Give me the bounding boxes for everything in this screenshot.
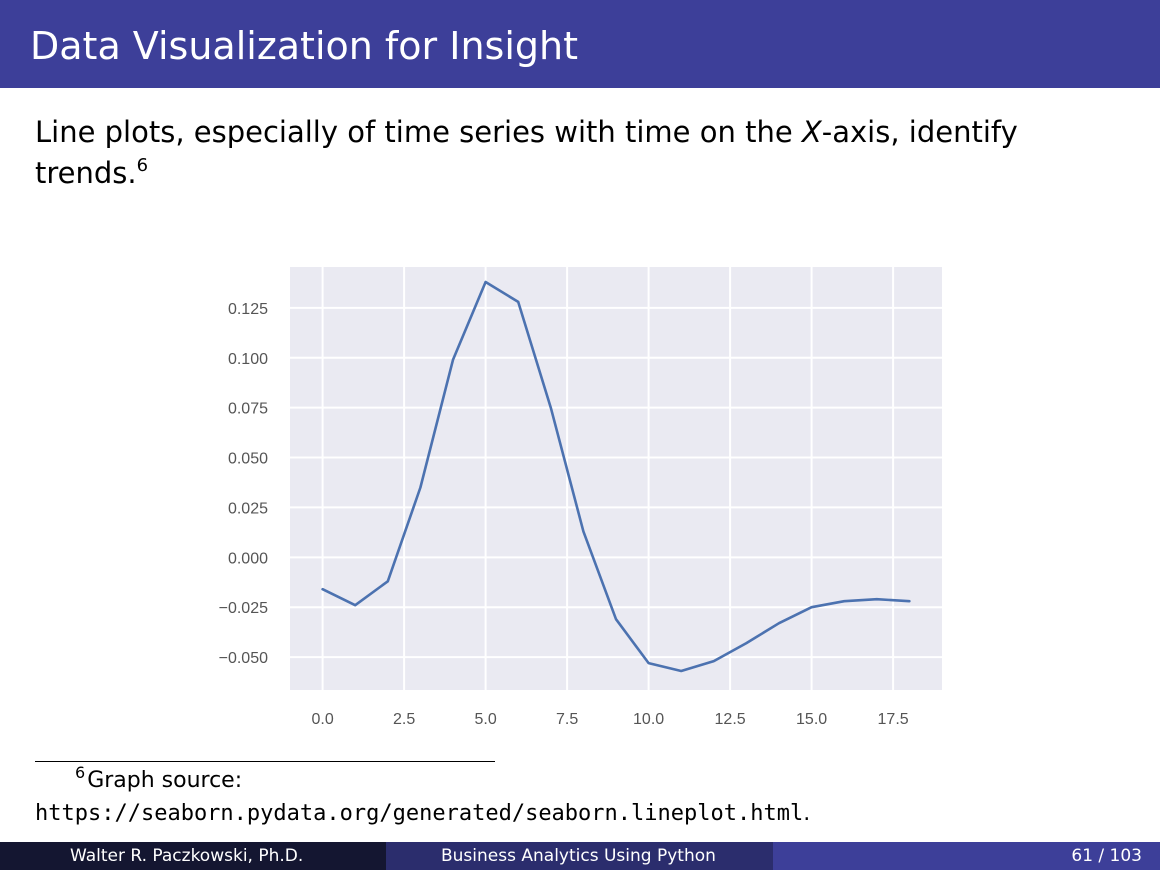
footer-page-segment: 61 / 103 — [773, 842, 1160, 870]
y-tick-labels: −0.050 −0.025 0.000 0.025 0.050 0.075 0.100 0.1… — [219, 301, 268, 667]
y-tick-label: 0.100 — [228, 351, 268, 368]
y-tick-label: 0.050 — [228, 451, 268, 468]
body-axis-variable: X — [801, 115, 822, 149]
y-tick-label: −0.050 — [219, 650, 268, 667]
y-gridlines — [290, 306, 942, 659]
footer-author-segment: Walter R. Paczkowski, Ph.D. — [0, 842, 386, 870]
body-text-part-2: -axis, identify trends. — [35, 115, 1018, 190]
y-tick-label: 0.000 — [228, 550, 268, 567]
series-line — [321, 280, 911, 673]
y-tick-label: 0.075 — [228, 401, 268, 418]
x-tick-label: 2.5 — [393, 711, 415, 728]
x-tick-label: 0.0 — [311, 711, 333, 728]
x-tick-label: 5.0 — [474, 711, 496, 728]
slide-footer: Walter R. Paczkowski, Ph.D. Business Ana… — [0, 842, 1160, 870]
footnote-period: . — [803, 801, 811, 826]
plot-area — [290, 267, 942, 690]
x-tick-label: 12.5 — [715, 711, 746, 728]
x-tick-label: 7.5 — [556, 711, 578, 728]
x-tick-label: 10.0 — [633, 711, 664, 728]
footer-course: Business Analytics Using Python — [441, 846, 716, 866]
x-tick-label: 17.5 — [878, 711, 909, 728]
footer-author: Walter R. Paczkowski, Ph.D. — [70, 846, 304, 866]
x-gridlines — [321, 267, 895, 690]
body-text-part-1: Line plots, especially of time series wi… — [35, 115, 802, 149]
footnote-source-link[interactable]: https://seaborn.pydata.org/generated/sea… — [35, 801, 804, 826]
footnote-reference: 6 — [136, 155, 149, 176]
footnote-mark: 6 — [75, 763, 86, 782]
footer-page-number: 61 / 103 — [1071, 846, 1142, 866]
footnote-rule — [35, 761, 495, 762]
footnote-label: Graph source: — [87, 768, 243, 793]
y-tick-label: 0.125 — [228, 301, 268, 318]
footnote: 6Graph source: https://seaborn.pydata.or… — [35, 763, 1035, 830]
x-tick-labels: 0.0 2.5 5.0 7.5 10.0 12.5 15.0 17.5 — [311, 711, 908, 728]
body-text: Line plots, especially of time series wi… — [35, 112, 1125, 198]
slide-title: Data Visualization for Insight — [30, 24, 578, 68]
y-tick-label: −0.025 — [219, 600, 268, 617]
y-tick-label: 0.025 — [228, 500, 268, 517]
title-bar: Data Visualization for Insight — [0, 0, 1160, 88]
footer-course-segment: Business Analytics Using Python — [386, 842, 773, 870]
x-tick-label: 15.0 — [796, 711, 827, 728]
line-chart: 0.0 2.5 5.0 7.5 10.0 12.5 15.0 17.5 −0.050 −0.02… — [219, 267, 942, 728]
